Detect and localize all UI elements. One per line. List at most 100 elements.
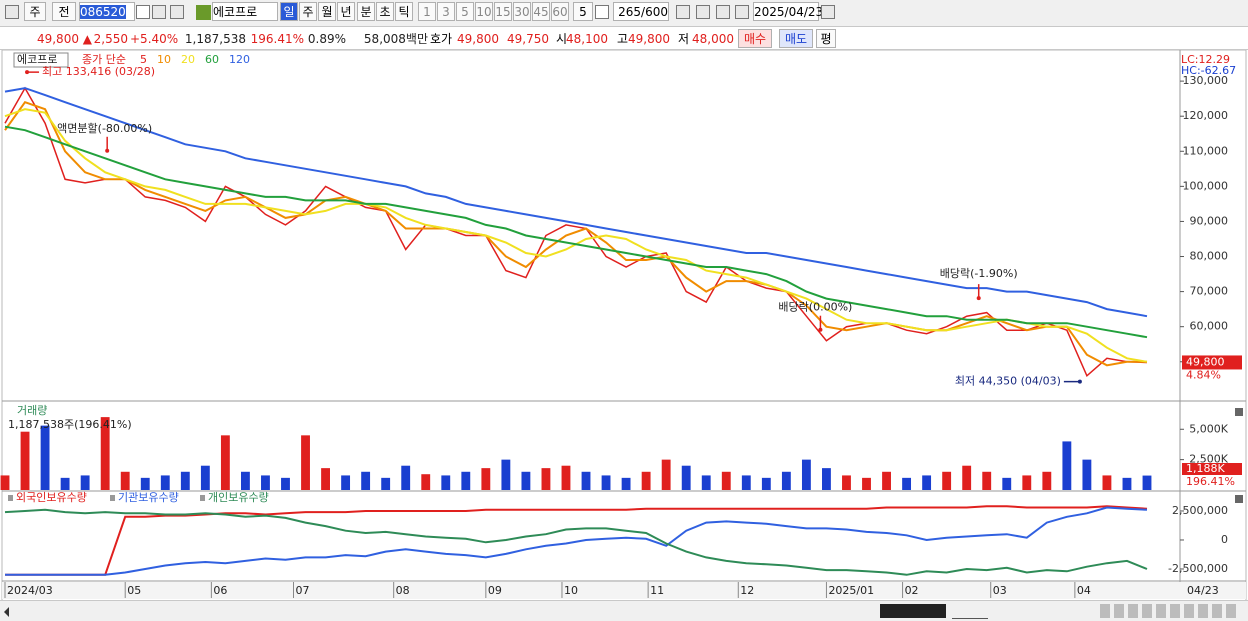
scroll-bar[interactable]: [0, 600, 1248, 621]
buy-button[interactable]: 매수: [738, 29, 772, 48]
volume-bar: [120, 471, 130, 490]
volume-bar: [601, 475, 611, 490]
volume-ratio: 196.41%: [250, 32, 304, 46]
volume-bar: [761, 477, 771, 490]
tool-icon[interactable]: [696, 5, 710, 19]
x-tick-label: 04: [1077, 584, 1091, 597]
x-tick-label: 11: [650, 584, 664, 597]
interval-button[interactable]: 3: [437, 2, 455, 21]
change-pct: +5.40%: [130, 32, 179, 46]
last-volume-label: 1,188K: [1186, 462, 1225, 475]
date-input[interactable]: 2025/04/23: [753, 2, 823, 21]
volume-bar: [801, 459, 811, 490]
y-tick-label: 100,000: [1183, 179, 1229, 192]
chart-title: 에코프로: [17, 53, 57, 66]
legend-swatch: [8, 495, 13, 501]
annotation-point: [1077, 379, 1082, 384]
turnover: 0.89%: [307, 32, 346, 46]
volume-bar: [982, 471, 992, 490]
market-select[interactable]: 주: [24, 2, 46, 21]
interval-button[interactable]: 5: [456, 2, 474, 21]
volume-bar: [0, 475, 10, 490]
period-button[interactable]: 분: [357, 2, 375, 21]
legend-entry: 10: [157, 53, 171, 66]
volume-bar: [661, 459, 671, 490]
search-icon[interactable]: [152, 5, 166, 19]
annotation-point: [818, 327, 823, 332]
last-price-label: 49,800: [1186, 355, 1225, 368]
stock-name[interactable]: 에코프로: [212, 2, 278, 21]
count-input[interactable]: 265/600: [613, 2, 669, 21]
last-price-box: [1182, 355, 1242, 370]
period-button[interactable]: 년: [337, 2, 355, 21]
legend-entry: 외국인보유수량: [16, 491, 87, 504]
tool-icons[interactable]: [1100, 604, 1240, 618]
ask-label: 호가: [430, 32, 453, 46]
toolbar: 주 전 086520 에코프로 일 주 월 년 분 초 틱 1 3 5 10 1…: [0, 0, 1248, 27]
legend-entry: 20: [181, 53, 195, 66]
playback-controls[interactable]: [880, 604, 946, 618]
legend-entry: 기관보유수량: [118, 491, 179, 504]
y-tick-label: 2,500K: [1189, 453, 1228, 466]
zoom-slider[interactable]: [952, 604, 988, 619]
interval-button[interactable]: 60: [551, 2, 569, 21]
volume: 1,187,538: [184, 32, 246, 46]
amount: 58,008백만: [363, 32, 428, 46]
volume-bar: [160, 475, 170, 490]
scroll-left[interactable]: [4, 607, 9, 617]
code-input[interactable]: 086520: [79, 2, 135, 21]
pane-title: 거래량: [17, 404, 47, 417]
legend-swatch: [200, 495, 205, 501]
x-tick-label: 05: [127, 584, 141, 597]
x-tick-label: 07: [296, 584, 310, 597]
period-button[interactable]: 일: [280, 2, 298, 21]
volume-bar: [261, 475, 270, 490]
series-line: [4, 508, 1148, 576]
unit-input[interactable]: 5: [573, 2, 593, 21]
interval-button[interactable]: 15: [494, 2, 512, 21]
legend-entry: 120: [229, 53, 250, 66]
volume-bar: [641, 471, 651, 490]
x-tick-label: 2025/01: [828, 584, 874, 597]
series-line: [5, 506, 1148, 576]
volume-bar: [281, 477, 290, 490]
sound-icon[interactable]: [170, 5, 184, 19]
volume-bar: [541, 468, 551, 490]
period-button[interactable]: 주: [299, 2, 317, 21]
volume-bar: [781, 471, 791, 490]
sell-button[interactable]: 매도: [779, 29, 813, 48]
x-tick-label: 10: [564, 584, 578, 597]
series-line: [4, 86, 1148, 378]
calendar-icon[interactable]: [821, 5, 835, 19]
period-button[interactable]: 월: [318, 2, 336, 21]
period-button[interactable]: 틱: [395, 2, 413, 21]
tool-icon[interactable]: [676, 5, 690, 19]
interval-button[interactable]: 45: [532, 2, 550, 21]
y-tick-label: 0: [1221, 533, 1228, 546]
volume-bar: [421, 474, 431, 490]
settings-icon[interactable]: [735, 5, 749, 19]
volume-bar: [1022, 475, 1032, 490]
interval-button[interactable]: 1: [418, 2, 436, 21]
volume-bar: [701, 475, 711, 490]
series-line: [4, 87, 1148, 318]
interval-button[interactable]: 30: [513, 2, 531, 21]
volume-bar: [862, 477, 871, 490]
menu-icon[interactable]: [5, 5, 19, 19]
dropdown-icon[interactable]: [595, 5, 609, 19]
avg-button[interactable]: 평: [816, 29, 836, 48]
y-tick-label: 60,000: [1190, 320, 1229, 333]
volume-bar: [441, 475, 451, 490]
low-label: 저: [678, 32, 690, 46]
volume-bar: [220, 435, 230, 490]
dropdown-icon[interactable]: [136, 5, 150, 19]
save-icon[interactable]: [716, 5, 730, 19]
pane-close: [1235, 495, 1243, 503]
interval-button[interactable]: 10: [475, 2, 493, 21]
volume-bar: [561, 465, 571, 490]
pane-close: [1235, 408, 1243, 416]
ask: 49,800: [457, 32, 499, 46]
kind-select[interactable]: 전: [52, 2, 76, 21]
period-button[interactable]: 초: [376, 2, 394, 21]
